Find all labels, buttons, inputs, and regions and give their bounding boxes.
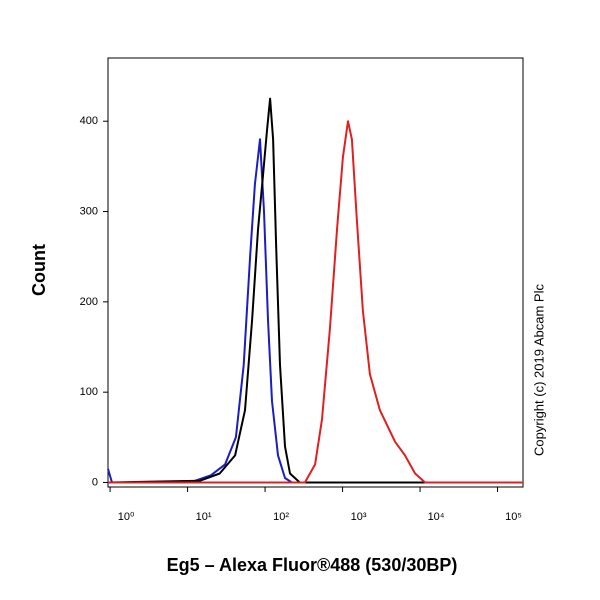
y-tick-label: 300 [80,205,98,217]
plot-frame [107,57,524,488]
y-axis-label: Count [29,244,49,296]
x-tick-label: 10⁰ [118,511,135,523]
x-tick-label: 10⁵ [505,511,522,523]
y-tick-label: 100 [80,386,98,398]
copyright: Copyright (c) 2019 Abcam Plc [531,284,546,456]
y-tick-label: 0 [92,476,98,488]
series-line [107,97,523,484]
series-line [107,138,523,484]
y-tick-label: 400 [80,115,98,127]
x-tick-label: 10² [273,511,289,523]
y-tick-label: 200 [80,296,98,308]
series-line [108,120,523,484]
x-tick-label: 10⁴ [428,511,445,523]
x-axis-label: Eg5 – Alexa Fluor®488 (530/30BP) [167,555,458,575]
x-tick-label: 10¹ [196,511,212,523]
x-tick-label: 10³ [351,511,367,523]
